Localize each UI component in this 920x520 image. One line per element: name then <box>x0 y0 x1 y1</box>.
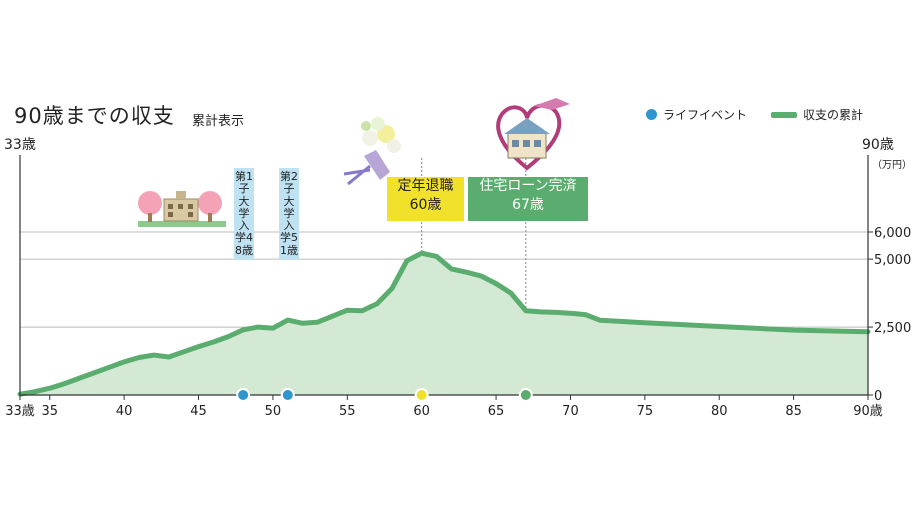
x-start-age-label: 33歳 <box>4 137 36 153</box>
x-tick-label: 85 <box>785 404 802 419</box>
y-unit-label: （万円） <box>872 160 912 171</box>
x-tick-label: 45 <box>190 404 207 419</box>
heart-house-icon <box>496 98 570 171</box>
y-tick-label: 2,500 <box>874 321 911 336</box>
y-tick-label: 5,000 <box>874 253 911 268</box>
event-dot-icon <box>518 388 533 402</box>
legend-line-label: 収支の累計 <box>803 108 864 122</box>
x-tick-label: 55 <box>339 404 356 419</box>
legend-line-swatch-icon <box>771 111 798 118</box>
retirement-age: 60歳 <box>409 197 442 213</box>
event-label-first-child-university: 第1子大学入学48歳 <box>234 168 254 261</box>
x-tick-label: 35 <box>41 404 58 419</box>
series-line-cumulative <box>17 250 871 397</box>
loan-complete-callout: 住宅ローン完済 67歳 <box>468 177 588 221</box>
legend-event-label: ライフイベント <box>663 108 748 122</box>
x-tick-label: 70 <box>562 404 579 419</box>
x-tick-label: 50 <box>265 404 282 419</box>
x-tick-label: 80 <box>711 404 728 419</box>
x-tick-label: 60 <box>413 404 430 419</box>
axis-layer <box>19 155 873 400</box>
event-markers <box>236 388 533 402</box>
legend-event-dot-icon <box>646 109 657 120</box>
school-building-icon <box>138 191 226 227</box>
x-tick-label: 75 <box>637 404 654 419</box>
x-tick-label: 33歳 <box>5 404 35 419</box>
event-label-second-child-university: 第2子大学入学51歳 <box>279 168 299 261</box>
event-dot-icon <box>414 388 429 402</box>
loan-complete-age: 67歳 <box>512 197 544 213</box>
retirement-label: 定年退職 <box>397 178 454 194</box>
cumulative-area <box>20 253 868 395</box>
x-tick-label: 90歳 <box>853 404 883 419</box>
y-tick-label: 0 <box>874 389 882 404</box>
flower-bouquet-icon <box>343 117 401 186</box>
x-tick-label: 40 <box>116 404 133 419</box>
event-dot-icon <box>236 388 251 402</box>
x-end-age-label: 90歳 <box>862 137 894 153</box>
loan-complete-label: 住宅ローン完済 <box>479 178 577 194</box>
legend: ライフイベント 収支の累計 <box>646 106 863 123</box>
event-dot-icon <box>280 388 295 402</box>
x-tick-labels: 33歳 35 40 45 50 55 60 65 70 75 80 85 90歳 <box>5 404 883 419</box>
x-tick-label: 65 <box>488 404 505 419</box>
y-tick-label: 6,000 <box>874 226 911 241</box>
chart-title: 90歳までの収支 <box>14 104 175 128</box>
retirement-callout: 定年退職 60歳 <box>387 177 464 221</box>
chart-subtitle: 累計表示 <box>192 114 245 129</box>
y-tick-labels: 0 2,500 5,000 6,000 <box>874 226 911 404</box>
